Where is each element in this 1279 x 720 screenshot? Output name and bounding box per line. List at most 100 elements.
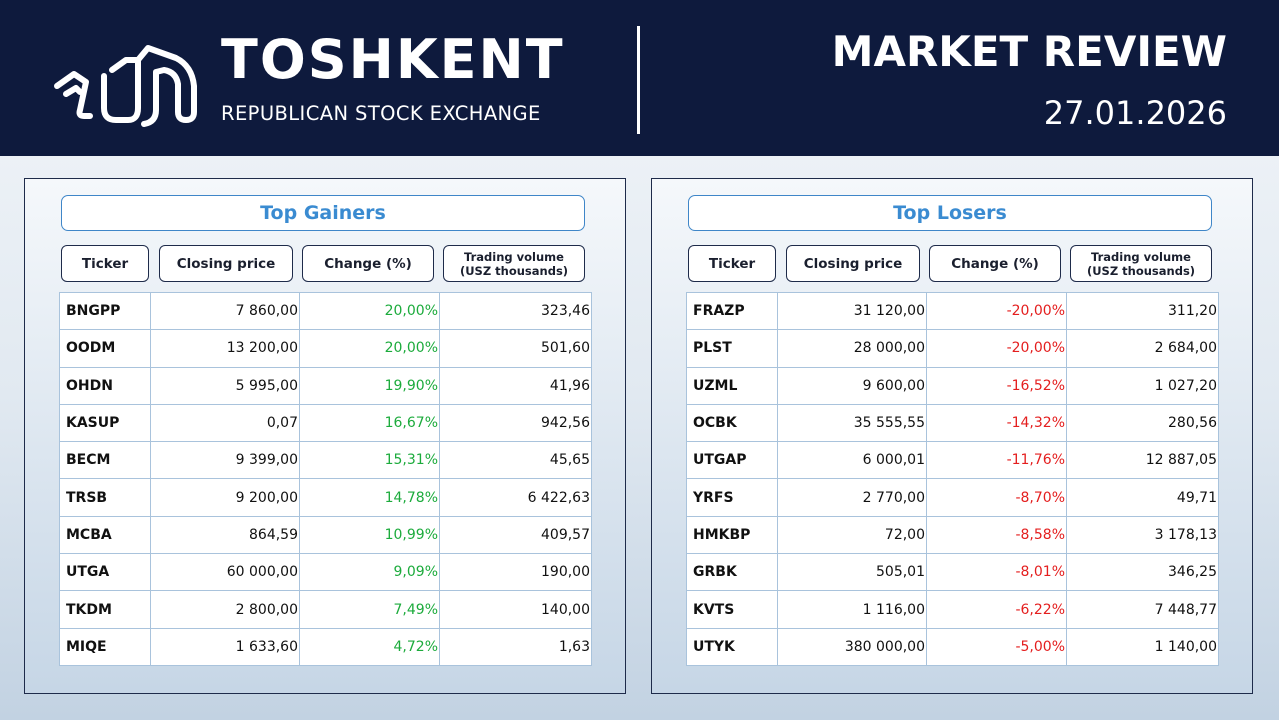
gainers-table: BNGPP 7 860,00 20,00% 323,46 OODM 13 200,00 20… (59, 291, 592, 666)
gainers-col-change: Change (%) (302, 245, 434, 282)
ticker-cell: BECM (59, 441, 151, 480)
losers-title: Top Losers (688, 195, 1212, 231)
change-cell: -14,32% (926, 403, 1067, 443)
trading-volume-cell: 45,65 (439, 441, 592, 480)
table-row: OHDN 5 995,00 19,90% 41,96 (59, 366, 592, 405)
ticker-cell: TRSB (59, 478, 151, 517)
trading-volume-cell: 1 027,20 (1066, 366, 1219, 405)
brand-title: TOSHKENT (221, 28, 565, 91)
change-cell: 16,67% (299, 403, 440, 443)
table-row: TKDM 2 800,00 7,49% 140,00 (59, 590, 592, 629)
table-row: UZML 9 600,00 -16,52% 1 027,20 (686, 366, 1219, 405)
table-row: PLST 28 000,00 -20,00% 2 684,00 (686, 329, 1219, 368)
closing-price-cell: 35 555,55 (777, 403, 927, 443)
table-row: OCBK 35 555,55 -14,32% 280,56 (686, 403, 1219, 443)
trading-volume-cell: 409,57 (439, 515, 592, 555)
trading-volume-cell: 1,63 (439, 627, 592, 666)
change-cell: 14,78% (299, 478, 440, 517)
ticker-cell: UTGA (59, 553, 151, 592)
closing-price-cell: 2 800,00 (150, 590, 300, 629)
losers-col-ticker: Ticker (688, 245, 776, 282)
table-row: KVTS 1 116,00 -6,22% 7 448,77 (686, 590, 1219, 629)
change-cell: -6,22% (926, 590, 1067, 629)
trading-volume-cell: 7 448,77 (1066, 590, 1219, 629)
table-row: MIQE 1 633,60 4,72% 1,63 (59, 627, 592, 666)
trading-volume-cell: 12 887,05 (1066, 441, 1219, 480)
losers-table: FRAZP 31 120,00 -20,00% 311,20 PLST 28 000,00… (686, 291, 1219, 666)
losers-col-volume-line2: (USZ thousands) (1086, 263, 1196, 278)
table-row: MCBA 864,59 10,99% 409,57 (59, 515, 592, 555)
ticker-cell: MIQE (59, 627, 151, 666)
table-row: UTGAP 6 000,01 -11,76% 12 887,05 (686, 441, 1219, 480)
trading-volume-cell: 140,00 (439, 590, 592, 629)
table-row: OODM 13 200,00 20,00% 501,60 (59, 329, 592, 368)
closing-price-cell: 2 770,00 (777, 478, 927, 517)
closing-price-cell: 0,07 (150, 403, 300, 443)
closing-price-cell: 7 860,00 (150, 291, 300, 331)
change-cell: -8,58% (926, 515, 1067, 555)
gainers-col-volume-line1: Trading volume (464, 249, 564, 264)
trading-volume-cell: 311,20 (1066, 291, 1219, 331)
change-cell: -20,00% (926, 329, 1067, 368)
ticker-cell: FRAZP (686, 291, 778, 331)
closing-price-cell: 9 200,00 (150, 478, 300, 517)
change-cell: -16,52% (926, 366, 1067, 405)
closing-price-cell: 31 120,00 (777, 291, 927, 331)
trading-volume-cell: 41,96 (439, 366, 592, 405)
change-cell: 10,99% (299, 515, 440, 555)
ticker-cell: OODM (59, 329, 151, 368)
change-cell: 20,00% (299, 329, 440, 368)
header-banner: TOSHKENT REPUBLICAN STOCK EXCHANGE MARKE… (0, 0, 1279, 156)
closing-price-cell: 72,00 (777, 515, 927, 555)
top-gainers-panel: Top Gainers Ticker Closing price Change … (24, 178, 626, 694)
gainers-title: Top Gainers (61, 195, 585, 231)
ticker-cell: YRFS (686, 478, 778, 517)
trading-volume-cell: 501,60 (439, 329, 592, 368)
ticker-cell: OCBK (686, 403, 778, 443)
trading-volume-cell: 1 140,00 (1066, 627, 1219, 666)
table-row: BNGPP 7 860,00 20,00% 323,46 (59, 291, 592, 331)
change-cell: -11,76% (926, 441, 1067, 480)
table-row: HMKBP 72,00 -8,58% 3 178,13 (686, 515, 1219, 555)
change-cell: 19,90% (299, 366, 440, 405)
exchange-logo-icon (54, 45, 197, 127)
table-row: TRSB 9 200,00 14,78% 6 422,63 (59, 478, 592, 517)
losers-col-change: Change (%) (929, 245, 1061, 282)
ticker-cell: UTGAP (686, 441, 778, 480)
table-row: GRBK 505,01 -8,01% 346,25 (686, 553, 1219, 592)
closing-price-cell: 13 200,00 (150, 329, 300, 368)
trading-volume-cell: 2 684,00 (1066, 329, 1219, 368)
ticker-cell: HMKBP (686, 515, 778, 555)
ticker-cell: MCBA (59, 515, 151, 555)
closing-price-cell: 380 000,00 (777, 627, 927, 666)
trading-volume-cell: 323,46 (439, 291, 592, 331)
ticker-cell: KASUP (59, 403, 151, 443)
ticker-cell: KVTS (686, 590, 778, 629)
closing-price-cell: 505,01 (777, 553, 927, 592)
trading-volume-cell: 280,56 (1066, 403, 1219, 443)
ticker-cell: UTYK (686, 627, 778, 666)
change-cell: 9,09% (299, 553, 440, 592)
closing-price-cell: 60 000,00 (150, 553, 300, 592)
change-cell: 20,00% (299, 291, 440, 331)
table-row: UTYK 380 000,00 -5,00% 1 140,00 (686, 627, 1219, 666)
change-cell: -20,00% (926, 291, 1067, 331)
gainers-col-ticker: Ticker (61, 245, 149, 282)
change-cell: 7,49% (299, 590, 440, 629)
review-date: 27.01.2026 (1043, 94, 1227, 132)
table-row: YRFS 2 770,00 -8,70% 49,71 (686, 478, 1219, 517)
closing-price-cell: 28 000,00 (777, 329, 927, 368)
brand-subtitle: REPUBLICAN STOCK EXCHANGE (221, 102, 541, 125)
closing-price-cell: 1 633,60 (150, 627, 300, 666)
trading-volume-cell: 346,25 (1066, 553, 1219, 592)
gainers-col-closing-price: Closing price (159, 245, 293, 282)
trading-volume-cell: 6 422,63 (439, 478, 592, 517)
gainers-col-volume-line2: (USZ thousands) (459, 263, 569, 278)
closing-price-cell: 864,59 (150, 515, 300, 555)
ticker-cell: OHDN (59, 366, 151, 405)
review-title: MARKET REVIEW (831, 27, 1227, 76)
losers-col-closing-price: Closing price (786, 245, 920, 282)
top-losers-panel: Top Losers Ticker Closing price Change (… (651, 178, 1253, 694)
table-row: BECM 9 399,00 15,31% 45,65 (59, 441, 592, 480)
change-cell: 4,72% (299, 627, 440, 666)
